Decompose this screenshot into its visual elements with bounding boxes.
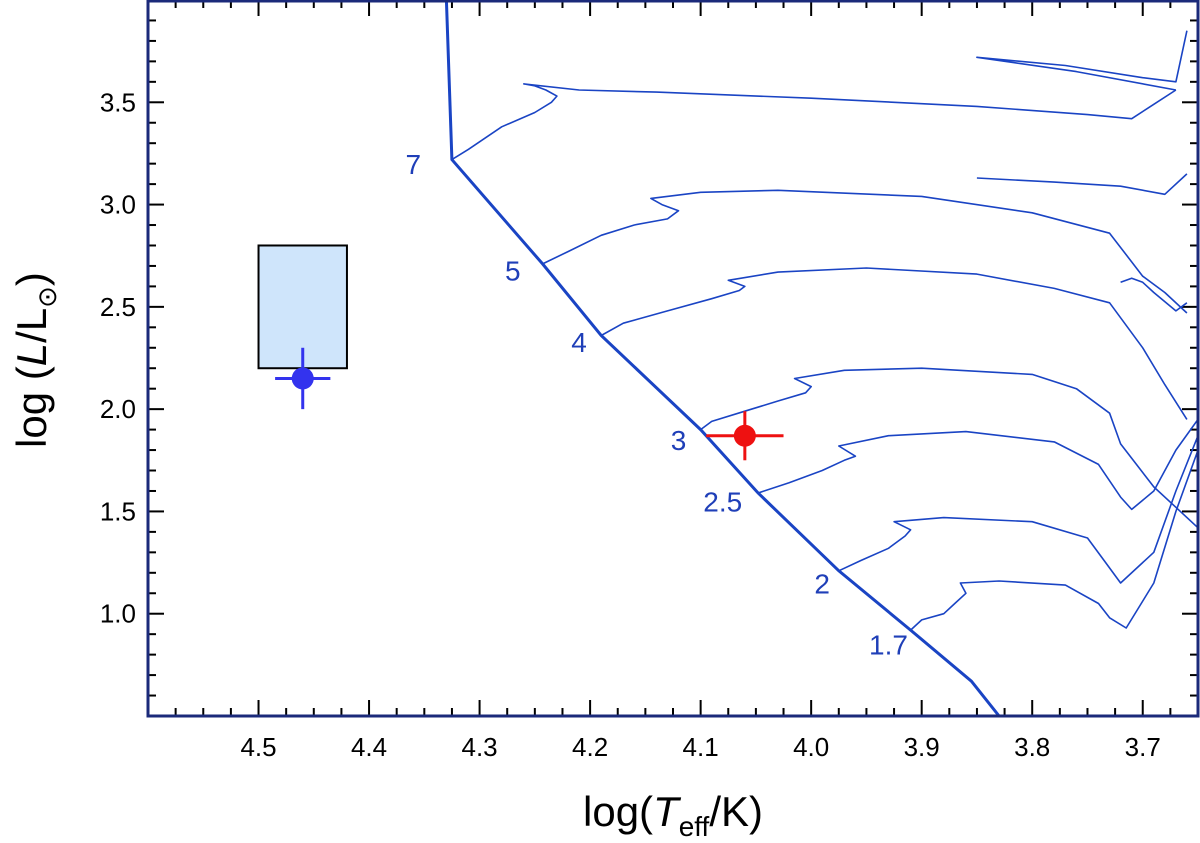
y-tick-label: 3.5 (100, 87, 136, 117)
x-tick-label: 4.1 (683, 732, 719, 762)
evolutionary-track (1120, 277, 1188, 312)
plot-frame (146, 0, 1200, 718)
evolutionary-track (600, 267, 1188, 420)
track-mass-label: 5 (505, 255, 521, 286)
evolutionary-track (700, 367, 1198, 529)
track-mass-label: 2.5 (703, 486, 742, 517)
evolutionary-track (838, 435, 1198, 584)
x-tick-label: 4.3 (462, 732, 498, 762)
x-tick-label: 4.5 (240, 732, 276, 762)
x-tick-label: 3.8 (1014, 732, 1050, 762)
track-mass-label: 3 (671, 425, 687, 456)
y-tick-label: 1.5 (100, 496, 136, 526)
star-point (291, 367, 314, 390)
x-axis-title: log(Teff/K) (583, 788, 763, 842)
evolutionary-track (976, 30, 1188, 91)
y-tick-label: 2.5 (100, 292, 136, 322)
evolutionary-track (757, 418, 1198, 511)
x-tick-label: 4.0 (793, 732, 829, 762)
y-tick-label: 1.0 (100, 599, 136, 629)
x-tick-label: 4.4 (351, 732, 387, 762)
evolutionary-track (542, 189, 1188, 314)
track-mass-label: 4 (571, 327, 587, 358)
track-mass-label: 7 (405, 149, 421, 180)
y-tick-label: 2.0 (100, 394, 136, 424)
plot-area (257, 0, 1198, 716)
tick-labels: 4.5 4.4 4.3 4.2 4.1 4.0 3.9 3.8 3.7 1.0 1.5 2.0 2.5 3… (100, 87, 1161, 762)
evolutionary-track (910, 449, 1198, 631)
evolutionary-track (976, 173, 1188, 196)
y-tick-label: 3.0 (100, 190, 136, 220)
track-mass-labels: 7 5 4 3 2.5 2 1.7 (405, 149, 908, 661)
x-tick-label: 3.7 (1125, 732, 1161, 762)
track-mass-label: 1.7 (869, 630, 908, 661)
track-mass-label: 2 (814, 568, 830, 599)
zams-line (444, 0, 1001, 716)
x-tick-label: 4.2 (572, 732, 608, 762)
x-tick-label: 3.9 (904, 732, 940, 762)
star-point (733, 424, 756, 447)
evolutionary-track (451, 83, 1177, 161)
y-axis-title: log (L/L⊙) (8, 272, 62, 448)
